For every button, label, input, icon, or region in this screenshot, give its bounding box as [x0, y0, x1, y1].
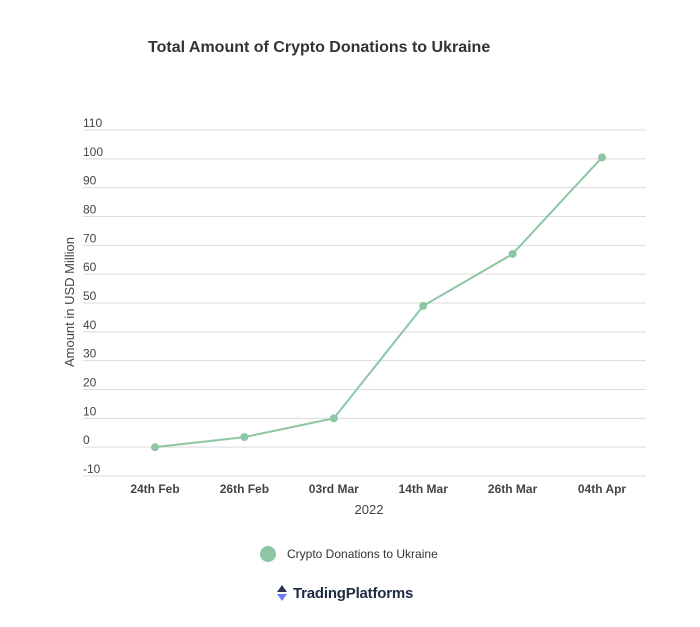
series-line: [154, 156, 603, 449]
x-tick-label: 26th Mar: [488, 482, 538, 496]
x-tick-label: 14th Mar: [399, 482, 449, 496]
brand-name: TradingPlatforms: [293, 584, 414, 602]
x-axis-label: 2022: [355, 502, 384, 517]
data-point[interactable]: [329, 414, 338, 423]
y-tick-label: 40: [83, 318, 97, 332]
up-down-arrows-icon: [277, 585, 287, 601]
y-tick-label: 20: [83, 376, 97, 390]
x-tick-label: 04th Apr: [578, 482, 627, 496]
data-point[interactable]: [508, 249, 517, 258]
y-tick-label: -10: [83, 462, 101, 476]
series-group: [151, 153, 606, 452]
brand-logo: TradingPlatforms: [275, 584, 413, 602]
y-axis-label: Amount in USD Million: [62, 237, 77, 367]
y-tick-label: 110: [83, 116, 102, 130]
y-tick-label: 0: [83, 433, 90, 447]
y-tick-label: 30: [83, 347, 97, 361]
chart-title: Total Amount of Crypto Donations to Ukra…: [148, 39, 491, 56]
y-tick-label: 60: [83, 260, 97, 274]
grid-lines: [83, 129, 646, 477]
y-axis-ticks: -10 0 10 20 30 40 50 60 70 80 90 100 110: [83, 116, 103, 476]
data-point[interactable]: [419, 301, 428, 310]
data-point[interactable]: [598, 153, 606, 162]
y-tick-label: 10: [83, 404, 97, 418]
y-tick-label: 90: [83, 174, 97, 188]
x-tick-label: 24th Feb: [130, 482, 179, 496]
legend[interactable]: Crypto Donations to Ukraine: [260, 546, 438, 562]
y-tick-label: 80: [83, 203, 97, 217]
y-tick-label: 100: [83, 145, 103, 159]
data-point[interactable]: [240, 433, 249, 442]
x-tick-label: 03rd Mar: [309, 482, 359, 496]
y-tick-label: 50: [83, 289, 97, 303]
x-tick-label: 26th Feb: [220, 482, 269, 496]
y-tick-label: 70: [83, 231, 97, 245]
x-axis-ticks: 24th Feb 26th Feb 03rd Mar 14th Mar 26th Mar…: [130, 482, 626, 496]
data-point[interactable]: [151, 443, 159, 452]
legend-swatch: [260, 546, 276, 562]
legend-label: Crypto Donations to Ukraine: [287, 547, 438, 561]
